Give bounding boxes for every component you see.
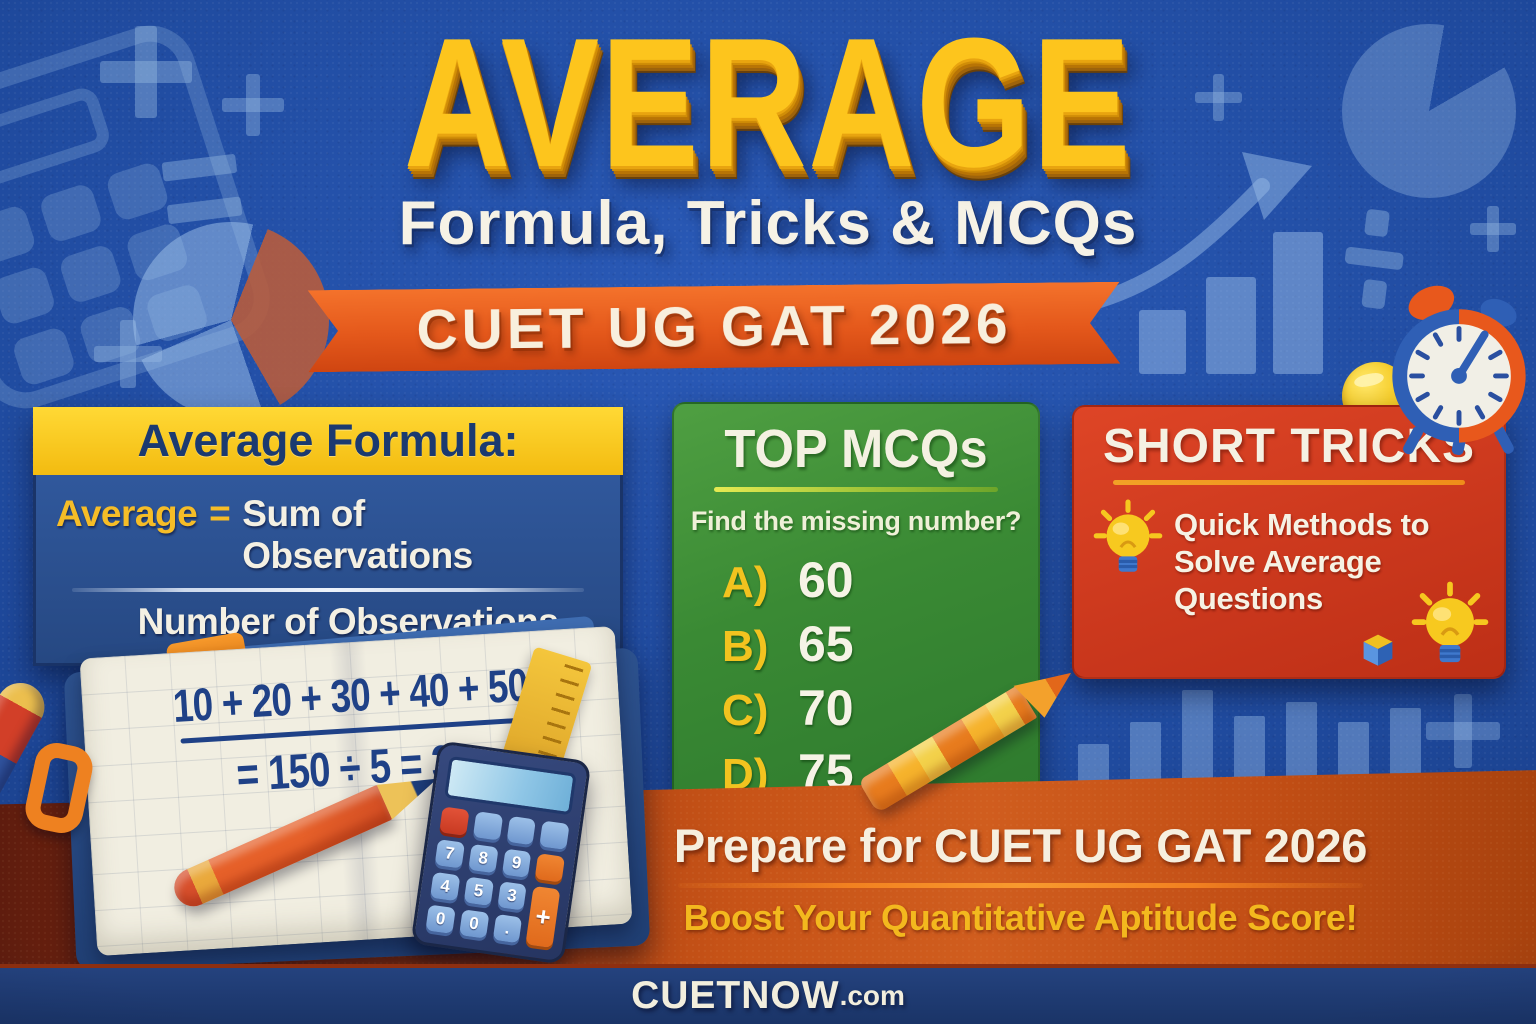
- calculator-key: 4: [430, 871, 461, 902]
- plus-sign-icon: [100, 26, 192, 118]
- calculator-key: 0: [458, 909, 489, 939]
- banner-headline: Prepare for CUET UG GAT 2026: [673, 819, 1368, 872]
- site-suffix: .com: [839, 980, 905, 1011]
- mcq-card-title: TOP MCQs: [724, 419, 988, 479]
- formula-numerator: Sum of Observations: [242, 493, 473, 576]
- calculator-key: 3: [496, 881, 527, 911]
- plus-sign-icon: [1195, 74, 1242, 121]
- option-label: B): [722, 622, 769, 671]
- calculator-plus-key: +: [525, 885, 561, 949]
- mcq-question: Find the missing number?: [690, 506, 1022, 536]
- calculator-key: [534, 853, 566, 883]
- plus-sign-icon: [1470, 206, 1516, 252]
- calculator-key: [439, 806, 470, 836]
- calculator-screen: [444, 755, 577, 816]
- fraction-bar: [72, 588, 584, 592]
- calculator-key: [472, 811, 503, 841]
- ribbon-text: CUET UG GAT 2026: [416, 291, 1012, 363]
- formula-term: Average: [56, 493, 198, 534]
- lightbulb-icon: [1411, 581, 1489, 663]
- plus-sign-icon: [222, 74, 284, 136]
- option-label: A): [722, 558, 769, 607]
- pie-chart-icon: [133, 222, 329, 418]
- mcq-option-b: B) 65: [722, 615, 1038, 679]
- mcq-title-underline: [714, 487, 998, 492]
- option-label: C): [722, 686, 769, 735]
- bar-chart-icon: [1139, 230, 1325, 374]
- alarm-clock-icon: [1392, 285, 1526, 456]
- lightbulb-icon: [1093, 499, 1163, 572]
- calculator-key: 5: [463, 876, 494, 906]
- tricks-description: Quick Methods to Solve Average Questions: [1174, 507, 1430, 617]
- tricks-title-underline: [1112, 480, 1466, 485]
- mcq-option-c: C) 70: [722, 679, 1038, 743]
- page-title: AVERAGE: [403, 0, 1133, 205]
- option-value: 65: [798, 616, 854, 672]
- ribbon-banner: CUET UG GAT 2026: [308, 282, 1121, 372]
- page-subtitle: Formula, Tricks & MCQs: [398, 189, 1138, 258]
- site-name: CUETNOW: [631, 974, 840, 1017]
- calculator-key: [506, 815, 537, 846]
- calculator-key: 7: [434, 839, 465, 869]
- bottom-banner-content: Prepare for CUET UG GAT 2026 Boost Your …: [545, 818, 1496, 939]
- average-formula-card: Average Formula: Average = Sum of Observ…: [33, 407, 623, 666]
- pie-chart-icon: [1342, 24, 1516, 198]
- calculator-key: 0: [425, 904, 456, 934]
- calculator-key: .: [492, 913, 523, 944]
- formula-expression: Average = Sum of Observations: [56, 493, 600, 577]
- banner-tagline: Boost Your Quantitative Aptitude Score!: [683, 897, 1358, 938]
- calculator-key: 8: [468, 843, 499, 874]
- cube-icon: [1363, 634, 1393, 666]
- header: AVERAGE Formula, Tricks & MCQs: [0, 10, 1536, 259]
- calculator-key: 9: [501, 848, 532, 879]
- equals-sign: =: [209, 493, 231, 534]
- calculator-keypad: 7 8 9 4 5 3 + 0 0 .: [425, 806, 570, 949]
- plus-sign-icon: [1426, 694, 1500, 768]
- mcq-option-a: A) 60: [722, 551, 1038, 615]
- calculator-icon: 7 8 9 4 5 3 + 0 0 .: [410, 740, 592, 965]
- footer: CUETNOW .com: [0, 964, 1536, 1024]
- option-value: 70: [798, 680, 854, 736]
- formula-card-heading: Average Formula:: [33, 407, 623, 475]
- option-value: 60: [798, 552, 854, 608]
- growth-arrow-icon: [1092, 152, 1312, 308]
- bar-chart-icon: [1078, 686, 1438, 788]
- calculator-key: [539, 820, 570, 851]
- short-tricks-card: SHORT TRICKS Quick Methods to Solve Aver…: [1072, 405, 1506, 679]
- banner-divider: [678, 883, 1363, 888]
